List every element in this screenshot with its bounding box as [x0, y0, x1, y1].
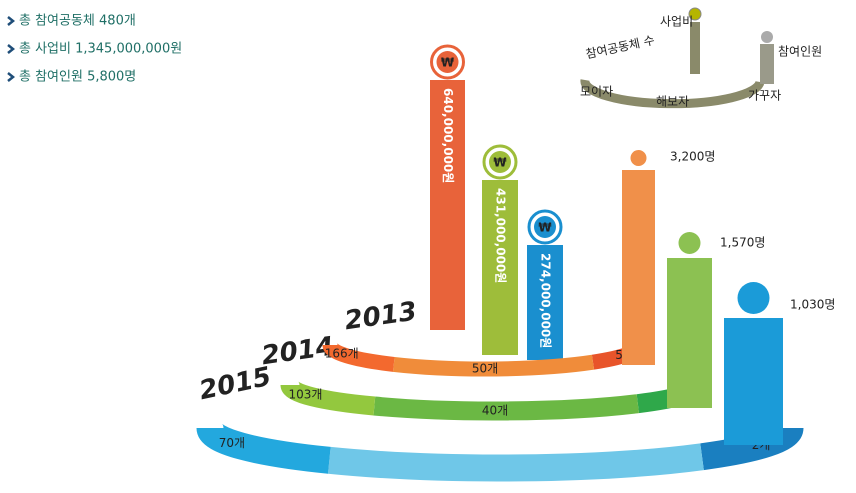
coin-symbol: ₩ [493, 156, 507, 170]
legend-person [760, 44, 774, 84]
ring-segment [322, 342, 395, 372]
ring-segment [280, 380, 376, 416]
bullet [7, 44, 16, 54]
group-count: 103개 [289, 387, 323, 401]
people-column [667, 258, 712, 408]
group-count: 50개 [472, 362, 498, 376]
legend-ring [580, 79, 765, 109]
coin-symbol: ₩ [538, 221, 552, 235]
budget-bar [527, 245, 563, 360]
ring-segment [327, 443, 704, 482]
people-head [737, 282, 770, 314]
group-count: 40개 [482, 404, 508, 418]
coin [534, 216, 556, 238]
bullet [7, 16, 16, 26]
summary: 총 참여공동체 480개 총 사업비 1,345,000,000원 총 참여인원… [7, 14, 182, 85]
budget-label: 431,000,000원 [494, 188, 508, 283]
summary-line: 총 참여인원 5,800명 [19, 70, 136, 85]
ring-segment [196, 422, 331, 474]
legend-label: 해보자 [656, 95, 689, 109]
group-count: 70개 [219, 436, 245, 450]
people-head [678, 232, 701, 254]
legend-bar [690, 22, 700, 74]
legend-coin [688, 7, 702, 21]
people-head [630, 150, 647, 166]
ring-segment [373, 394, 639, 421]
legend-label: 모이자 [580, 85, 613, 99]
legend-label: 가꾸자 [748, 89, 781, 103]
legend-label: 사업비 [660, 15, 693, 29]
coin [436, 51, 459, 73]
year-label: 2013 [343, 297, 419, 337]
coin-symbol: ₩ [441, 56, 455, 70]
people-column [724, 318, 783, 445]
summary-line: 총 사업비 1,345,000,000원 [19, 42, 182, 57]
coin [489, 151, 511, 173]
people-column [622, 170, 655, 365]
ring-segment [392, 354, 595, 377]
budget-bar [430, 80, 465, 330]
legend-head [761, 31, 773, 43]
budget-bar [482, 180, 518, 355]
legend-label: 참여공동체 수 [584, 33, 655, 61]
legend-label: 참여인원 [778, 45, 822, 59]
people-label: 1,030명 [790, 298, 835, 312]
bullet [7, 72, 16, 82]
group-count: 166개 [325, 347, 359, 361]
people-label: 3,200명 [670, 150, 715, 164]
people-label: 1,570명 [720, 236, 765, 250]
legend: 사업비 참여공동체 수 참여인원 모이자 해보자 가꾸자 [580, 7, 822, 109]
year-label: 2015 [197, 362, 274, 406]
budget-label: 640,000,000원 [441, 88, 455, 183]
summary-line: 총 참여공동체 480개 [19, 14, 136, 29]
budget-label: 274,000,000원 [539, 253, 553, 348]
